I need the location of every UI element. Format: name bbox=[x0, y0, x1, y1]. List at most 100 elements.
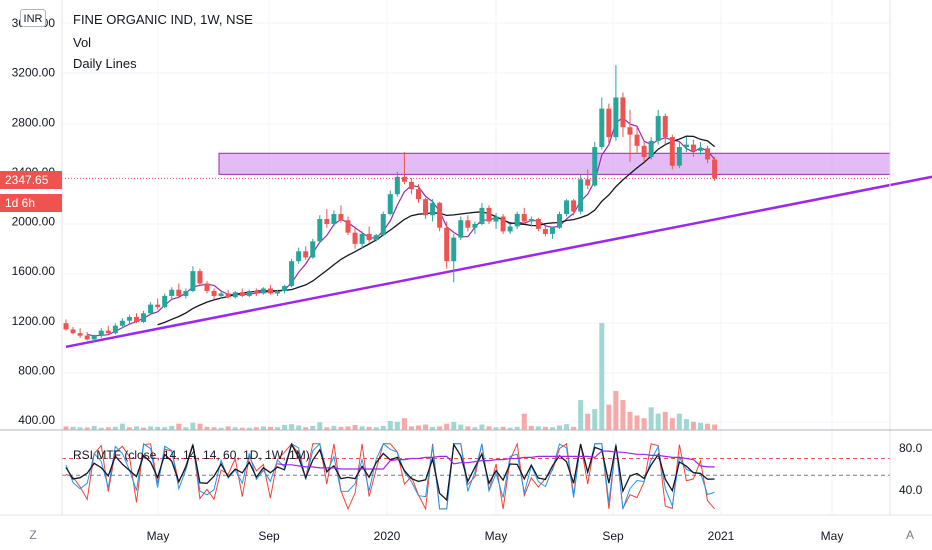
candle-body bbox=[557, 214, 562, 228]
candle-body bbox=[416, 189, 421, 200]
volume-bar bbox=[119, 423, 125, 430]
candle-body bbox=[549, 227, 555, 234]
x-tick-label: May bbox=[485, 529, 508, 543]
volume-bar bbox=[662, 411, 668, 430]
volume-bar bbox=[218, 427, 224, 430]
candle-body bbox=[232, 292, 238, 298]
volume-bar bbox=[599, 323, 605, 430]
candle-body bbox=[70, 329, 76, 334]
x-tick-label: Sep bbox=[602, 529, 624, 543]
volume-bar bbox=[698, 422, 703, 430]
volume-bar bbox=[352, 425, 358, 430]
volume-bar bbox=[338, 426, 344, 430]
candle-body bbox=[620, 97, 626, 128]
x-tick-label: 2021 bbox=[708, 529, 735, 543]
price-zone-rectangle bbox=[218, 152, 891, 175]
volume-bar bbox=[535, 426, 541, 430]
volume-bar bbox=[465, 426, 471, 430]
auto-scale-button[interactable]: A bbox=[905, 528, 914, 542]
candle-body bbox=[430, 202, 436, 216]
candle-body bbox=[225, 293, 231, 298]
x-tick-label: 2020 bbox=[374, 529, 401, 543]
volume-bar bbox=[705, 423, 711, 430]
volume-bar bbox=[296, 425, 302, 430]
trendline bbox=[65, 175, 932, 349]
volume-bar bbox=[655, 413, 661, 430]
candle-body bbox=[345, 220, 351, 233]
volume-bar bbox=[423, 424, 429, 430]
rsi-legend[interactable]: RSI MTF (close, 14, 14, 14, 60, 1D, 1W, … bbox=[73, 448, 310, 462]
volume-bar bbox=[282, 425, 288, 430]
volume-bar bbox=[690, 421, 696, 430]
volume-legend[interactable]: Vol bbox=[73, 35, 92, 50]
candle-body bbox=[105, 330, 111, 334]
candle-body bbox=[437, 202, 443, 228]
volume-bar bbox=[303, 427, 309, 430]
volume-bar bbox=[141, 427, 147, 430]
volume-bar bbox=[444, 423, 450, 430]
candle-body bbox=[352, 232, 358, 244]
candle-body bbox=[500, 216, 506, 232]
volume-bar bbox=[613, 391, 619, 430]
candle-body bbox=[126, 317, 132, 321]
candle-body bbox=[648, 140, 654, 157]
volume-bar bbox=[380, 425, 386, 430]
volume-bar bbox=[345, 426, 351, 430]
volume-bar bbox=[246, 427, 252, 430]
candle-body bbox=[458, 220, 464, 238]
candle-body bbox=[267, 288, 273, 294]
volume-bar bbox=[204, 426, 210, 430]
candle-body bbox=[211, 290, 217, 296]
symbol-legend[interactable]: FINE ORGANIC IND, 1W, NSE bbox=[73, 12, 253, 27]
y-tick-label: 2800.00 bbox=[12, 115, 56, 129]
candle-body bbox=[98, 330, 104, 336]
candle-body bbox=[408, 181, 414, 190]
candle-body bbox=[183, 290, 189, 296]
volume-bar bbox=[394, 421, 400, 430]
candle-body bbox=[310, 241, 316, 258]
candle-body bbox=[451, 237, 457, 262]
candle-body bbox=[296, 251, 302, 262]
volume-bar bbox=[373, 427, 379, 430]
candle-body bbox=[542, 228, 548, 234]
volume-bar bbox=[416, 425, 421, 430]
volume-bar bbox=[162, 427, 168, 430]
currency-badge[interactable]: INR bbox=[20, 9, 46, 27]
rsi-monthly-line bbox=[65, 442, 715, 502]
y-tick-label: 1600.00 bbox=[12, 264, 56, 278]
support-trendline bbox=[65, 175, 932, 349]
y-tick-label: 1200.00 bbox=[12, 314, 56, 328]
volume-bar bbox=[324, 427, 330, 430]
x-axis-tick-labels[interactable]: May Sep 2020 May Sep 2021 May bbox=[147, 529, 844, 543]
volume-bar bbox=[493, 427, 499, 430]
y-axis-tick-labels[interactable]: 3600.003200.002800.002400.002000.001600.… bbox=[12, 16, 56, 427]
volume-bar bbox=[676, 413, 682, 430]
volume-bar bbox=[712, 424, 718, 430]
volume-bar bbox=[331, 425, 337, 430]
volume-bar bbox=[267, 426, 273, 430]
rsi-tick-label: 80.0 bbox=[899, 441, 923, 455]
candle-body bbox=[655, 116, 661, 141]
candle-body bbox=[197, 271, 203, 284]
candle-body bbox=[331, 214, 337, 224]
volume-bar bbox=[500, 426, 506, 430]
volume-bar bbox=[112, 426, 118, 430]
zoom-toggle-button[interactable]: Z bbox=[29, 528, 37, 542]
candle-body bbox=[134, 317, 139, 322]
candle-body bbox=[394, 176, 400, 195]
candle-body bbox=[380, 214, 386, 236]
candle-body bbox=[465, 220, 471, 228]
candle-body bbox=[705, 148, 711, 160]
candle-body bbox=[535, 219, 541, 229]
candle-body bbox=[528, 219, 534, 222]
rsi-tick-label: 40.0 bbox=[899, 483, 923, 497]
volume-bar bbox=[683, 419, 689, 430]
candle-body bbox=[218, 293, 224, 296]
volume-bar bbox=[232, 427, 238, 430]
candle-body bbox=[401, 176, 407, 182]
candle-body bbox=[521, 214, 527, 222]
y-tick-label: 3200.00 bbox=[12, 66, 56, 80]
daily-lines-legend[interactable]: Daily Lines bbox=[73, 56, 137, 71]
volume-bar bbox=[437, 426, 443, 430]
